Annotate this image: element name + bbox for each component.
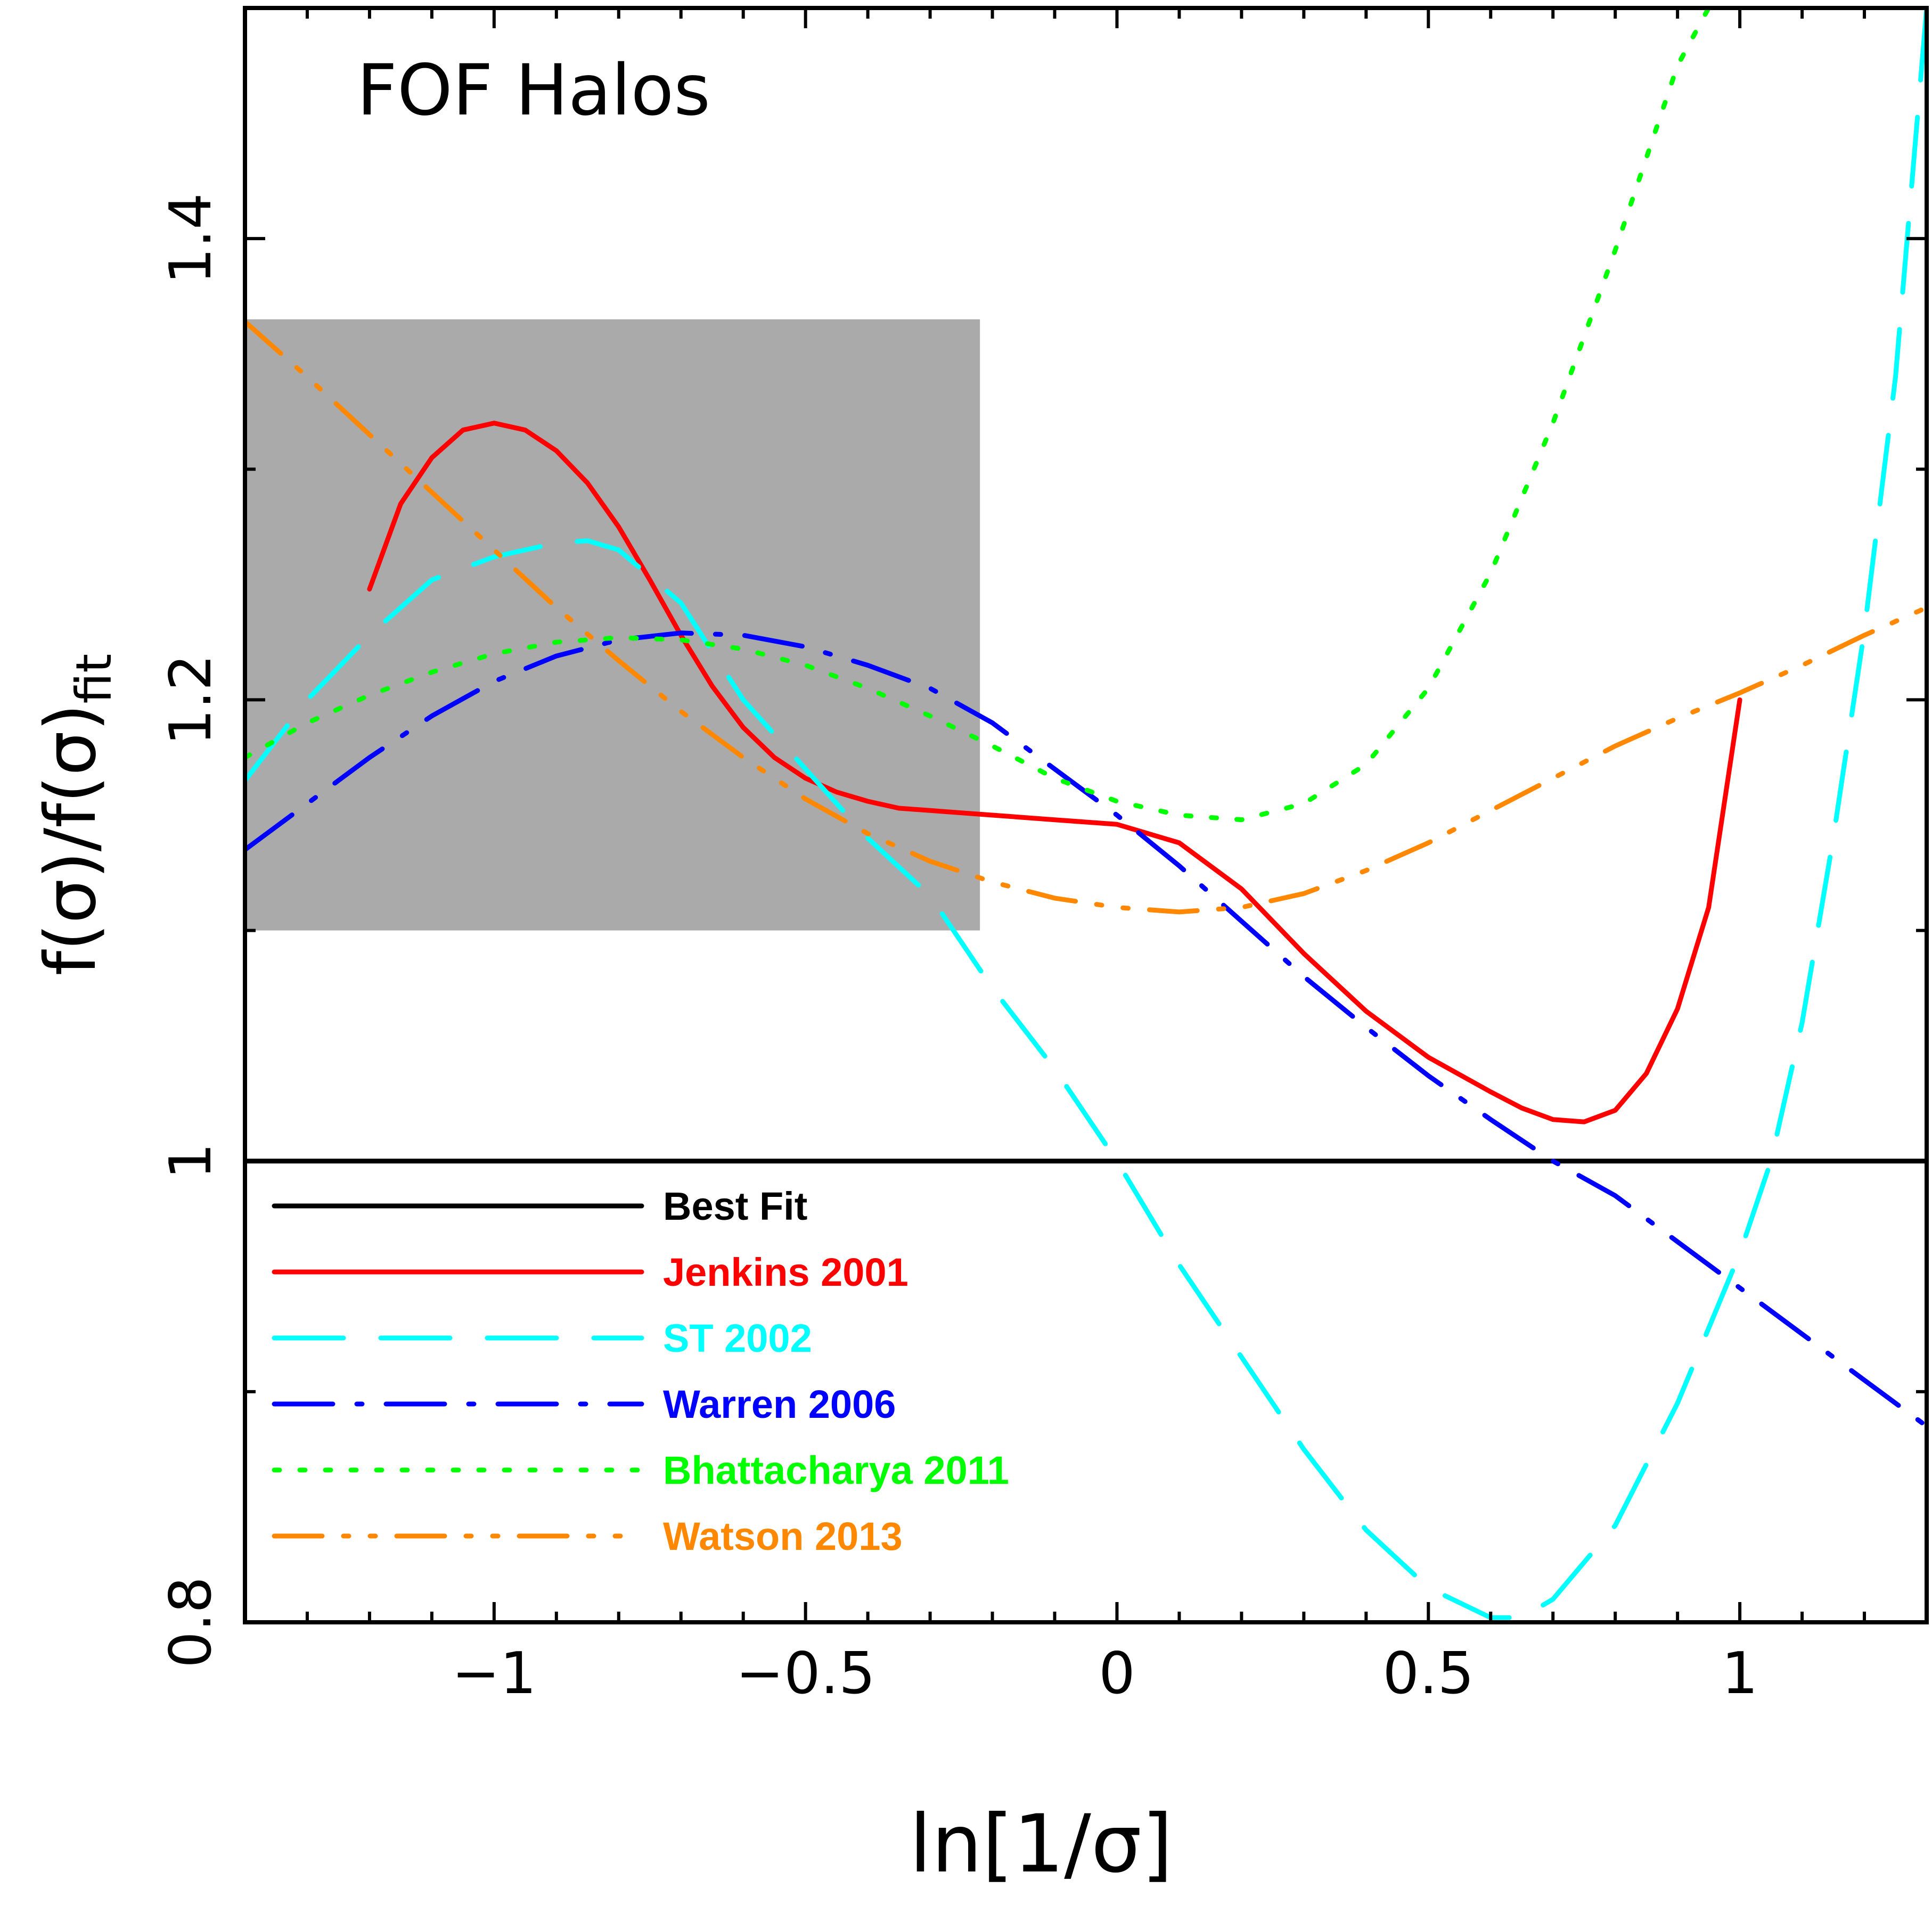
- y-tick-label: 1: [158, 1143, 224, 1179]
- tick-labels: −1 −0.5 0 0.5 1 0.8 1 1.2 1.4: [158, 193, 1758, 1707]
- series-layer: [245, 8, 1927, 1620]
- series-line-st-2002: [245, 8, 1927, 1620]
- x-tick-label: −0.5: [736, 1640, 875, 1707]
- x-tick-label: 0: [1099, 1640, 1135, 1707]
- legend-label-best-fit: Best Fit: [663, 1184, 807, 1228]
- y-tick-label: 1.2: [158, 654, 224, 746]
- legend-label-watson-2013: Watson 2013: [663, 1514, 903, 1558]
- legend: Best Fit Jenkins 2001 ST 2002 Warren 2006 Bh…: [272, 1184, 1009, 1558]
- y-tick-label: 1.4: [158, 193, 224, 284]
- series-line-watson-2013: [245, 319, 1927, 915]
- y-axis-title: f(σ)/f(σ)fit: [30, 654, 122, 976]
- x-tick-label: 0.5: [1382, 1640, 1474, 1707]
- series-line-bhattacharya-2011: [245, 8, 1712, 823]
- x-tick-label: −1: [452, 1640, 536, 1707]
- shaded-region: [245, 319, 980, 931]
- plot-frame: [243, 6, 1929, 1624]
- y-axis-title-sub: fit: [66, 654, 122, 704]
- x-axis-title: ln[1/σ]: [910, 1798, 1173, 1891]
- y-tick-label: 0.8: [158, 1576, 224, 1668]
- legend-label-st-2002: ST 2002: [663, 1316, 812, 1360]
- x-tick-label: 1: [1722, 1640, 1758, 1707]
- legend-label-warren-2006: Warren 2006: [663, 1382, 896, 1426]
- annotation-fof-halos: FOF Halos: [357, 50, 710, 132]
- legend-label-bhattacharya-2011: Bhattacharya 2011: [663, 1448, 1009, 1492]
- y-axis-title-main: f(σ)/f(σ): [30, 704, 112, 976]
- series-line-jenkins-2001: [367, 421, 1742, 1124]
- ticks-layer: [245, 6, 1928, 1624]
- legend-label-jenkins-2001: Jenkins 2001: [663, 1250, 908, 1294]
